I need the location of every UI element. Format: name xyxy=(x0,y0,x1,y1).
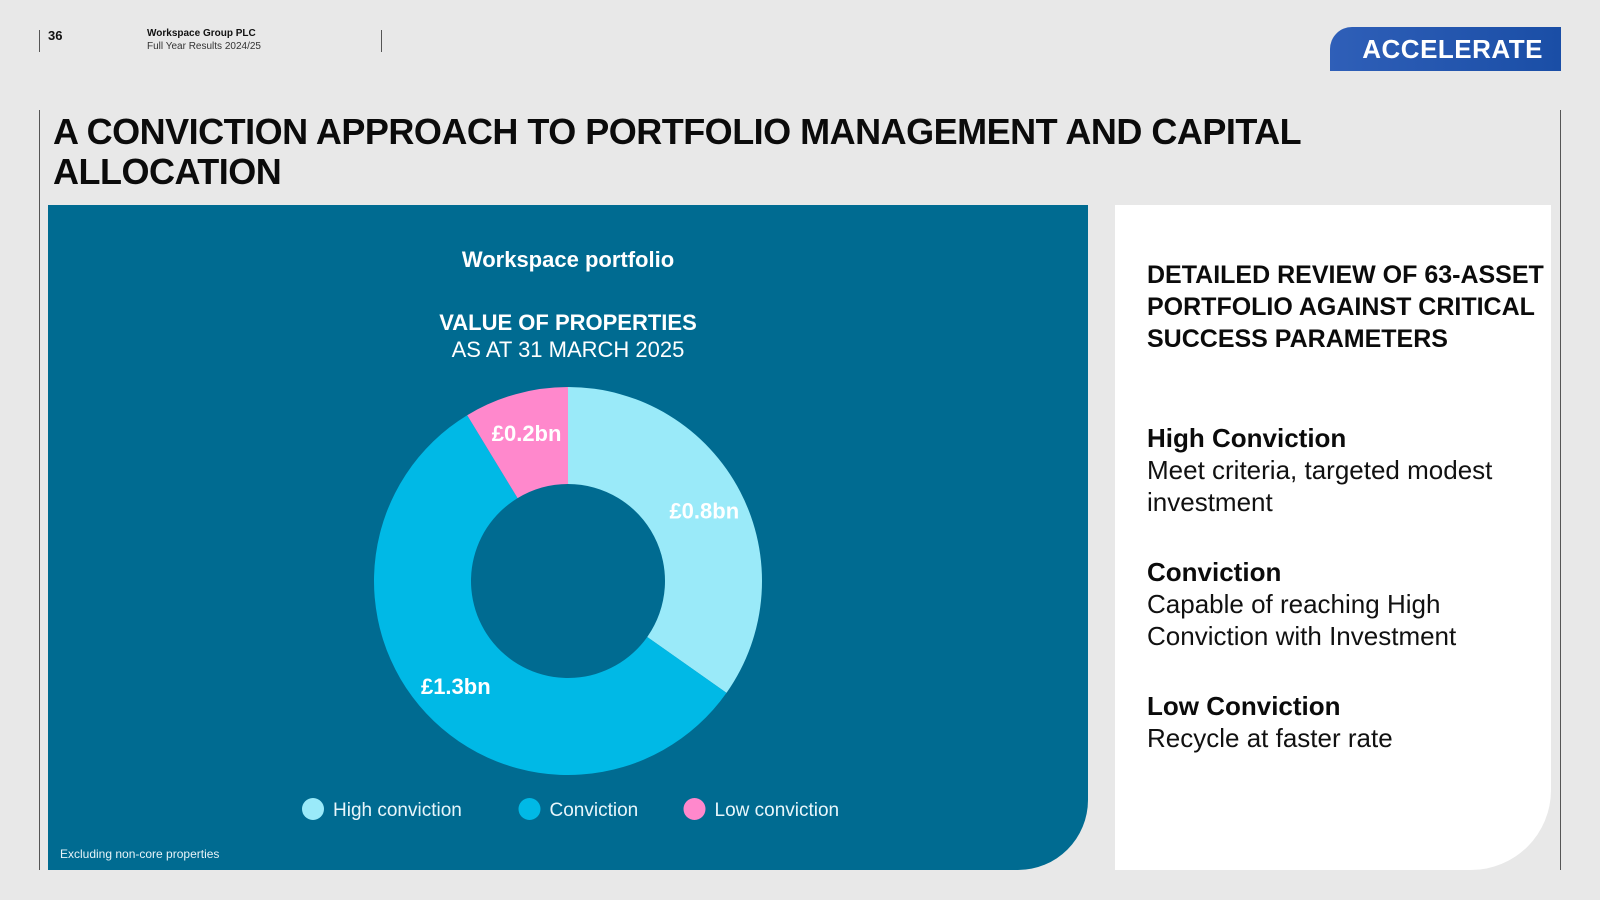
legend-swatch xyxy=(302,798,324,820)
chart-subtitle-bold: VALUE OF PROPERTIES xyxy=(439,310,697,335)
legend-label: High conviction xyxy=(333,800,462,821)
chart-panel: Workspace portfolio VALUE OF PROPERTIES … xyxy=(48,205,1088,870)
item-title: Conviction xyxy=(1147,557,1282,587)
slice-high-conviction xyxy=(568,387,762,693)
accelerate-badge: ACCELERATE xyxy=(1330,27,1561,71)
legend-label: Low conviction xyxy=(715,800,840,821)
item-description: Meet criteria, targeted modest investmen… xyxy=(1147,455,1493,517)
item-description: Recycle at faster rate xyxy=(1147,723,1393,753)
header-divider xyxy=(381,30,382,52)
legend-swatch xyxy=(683,798,706,820)
chart-subtitle: AS AT 31 MARCH 2025 xyxy=(452,337,685,362)
slice-conviction xyxy=(374,415,727,775)
company-name: Workspace Group PLC xyxy=(147,28,256,39)
chart-title: Workspace portfolio xyxy=(462,247,674,272)
document-name: Full Year Results 2024/25 xyxy=(147,41,261,52)
info-panel: DETAILED REVIEW OF 63-ASSET PORTFOLIO AG… xyxy=(1115,205,1551,870)
item-description: Capable of reaching High Conviction with… xyxy=(1147,589,1457,651)
slice-label: £0.8bn xyxy=(669,498,739,523)
conviction-item: Conviction Capable of reaching High Conv… xyxy=(1147,557,1547,652)
legend-swatch xyxy=(518,798,541,820)
slice-label: £1.3bn xyxy=(421,674,491,699)
chart-footnote: Excluding non-core properties xyxy=(60,847,220,861)
page-number: 36 xyxy=(48,28,63,43)
right-frame-line xyxy=(1560,110,1561,870)
legend-label: Conviction xyxy=(550,800,639,821)
item-title: High Conviction xyxy=(1147,423,1347,453)
slice-low-conviction xyxy=(467,387,568,499)
header-divider xyxy=(39,30,40,52)
low-conviction-item: Low Conviction Recycle at faster rate xyxy=(1147,691,1547,754)
page-title: A CONVICTION APPROACH TO PORTFOLIO MANAG… xyxy=(53,111,1301,192)
review-heading: DETAILED REVIEW OF 63-ASSET PORTFOLIO AG… xyxy=(1147,261,1544,353)
left-frame-line xyxy=(39,110,40,870)
high-conviction-item: High Conviction Meet criteria, targeted … xyxy=(1147,423,1547,518)
slice-label: £0.2bn xyxy=(492,421,562,446)
donut-chart: Workspace portfolio VALUE OF PROPERTIES … xyxy=(302,247,840,821)
item-title: Low Conviction xyxy=(1147,691,1341,721)
